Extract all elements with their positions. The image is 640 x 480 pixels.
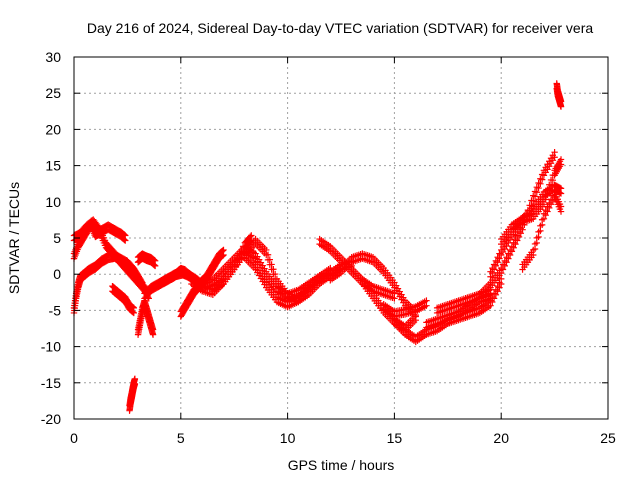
y-tick-label: -10 (41, 339, 61, 355)
series-track-n (241, 250, 334, 311)
data-point (264, 251, 272, 258)
y-tick-label: -5 (49, 302, 62, 318)
data-point (266, 256, 273, 263)
data-point (248, 232, 255, 239)
series-track-j (177, 246, 227, 320)
x-tick-label: 15 (387, 430, 403, 446)
x-tick-label: 25 (600, 430, 616, 446)
data-point (121, 231, 128, 239)
data-point (557, 203, 565, 210)
data-point (557, 98, 565, 105)
data-point (150, 256, 157, 263)
data-point (151, 257, 158, 264)
series-track-c (70, 250, 146, 317)
series-track-y (519, 188, 565, 273)
chart-title: Day 216 of 2024, Sidereal Day-to-day VTE… (87, 20, 593, 36)
series-track-r (380, 297, 430, 320)
data-point (219, 247, 227, 254)
series-track-d (109, 282, 138, 317)
data-point (556, 184, 564, 192)
tick-labels: 0 5 10 15 20 25 -20 -15 -10 -5 0 5 10 15 20 25 30 (41, 49, 616, 446)
data-point (557, 156, 565, 163)
data-point (327, 264, 334, 272)
y-tick-label: 0 (53, 266, 61, 282)
data-point (131, 375, 139, 383)
data-point (247, 233, 254, 240)
x-tick-label: 20 (493, 430, 509, 446)
series-track-e (126, 375, 139, 414)
series-track-x (498, 181, 565, 248)
data-point (263, 246, 270, 254)
series-track-f (134, 297, 157, 338)
y-tick-label: 10 (45, 194, 61, 210)
data-point (270, 266, 277, 273)
data-point (95, 223, 102, 230)
series-track-g (134, 250, 159, 270)
data-point (120, 231, 128, 238)
data-point (130, 304, 138, 312)
series-track-m (209, 232, 255, 295)
data-point (138, 278, 145, 285)
data-point (218, 247, 226, 255)
data-point (271, 270, 279, 278)
data-point (149, 326, 157, 333)
x-tick-label: 5 (177, 430, 185, 446)
data-point (139, 279, 146, 286)
y-tick-label: 15 (45, 158, 61, 174)
data-point (498, 275, 505, 283)
data-marks (70, 80, 565, 414)
data-point (220, 246, 227, 254)
x-tick-label: 0 (70, 430, 78, 446)
axis-ticks (73, 56, 609, 420)
y-tick-label: 30 (45, 49, 61, 65)
data-point (122, 232, 129, 239)
data-point (129, 303, 136, 310)
data-point (423, 297, 430, 304)
data-point (151, 257, 159, 265)
y-tick-label: 25 (45, 85, 61, 101)
data-point (551, 149, 558, 156)
data-point (268, 261, 275, 268)
series-track-z (553, 80, 565, 110)
x-tick-label: 10 (280, 430, 296, 446)
y-tick-label: -15 (41, 375, 61, 391)
series-track-v (476, 149, 558, 302)
y-axis-label: SDTVAR / TECUs (6, 182, 22, 294)
y-tick-label: 20 (45, 121, 61, 137)
x-axis-label: GPS time / hours (288, 457, 395, 473)
data-point (129, 304, 137, 311)
y-tick-label: -20 (41, 411, 61, 427)
data-point (557, 185, 565, 192)
y-tick-label: 5 (53, 230, 61, 246)
